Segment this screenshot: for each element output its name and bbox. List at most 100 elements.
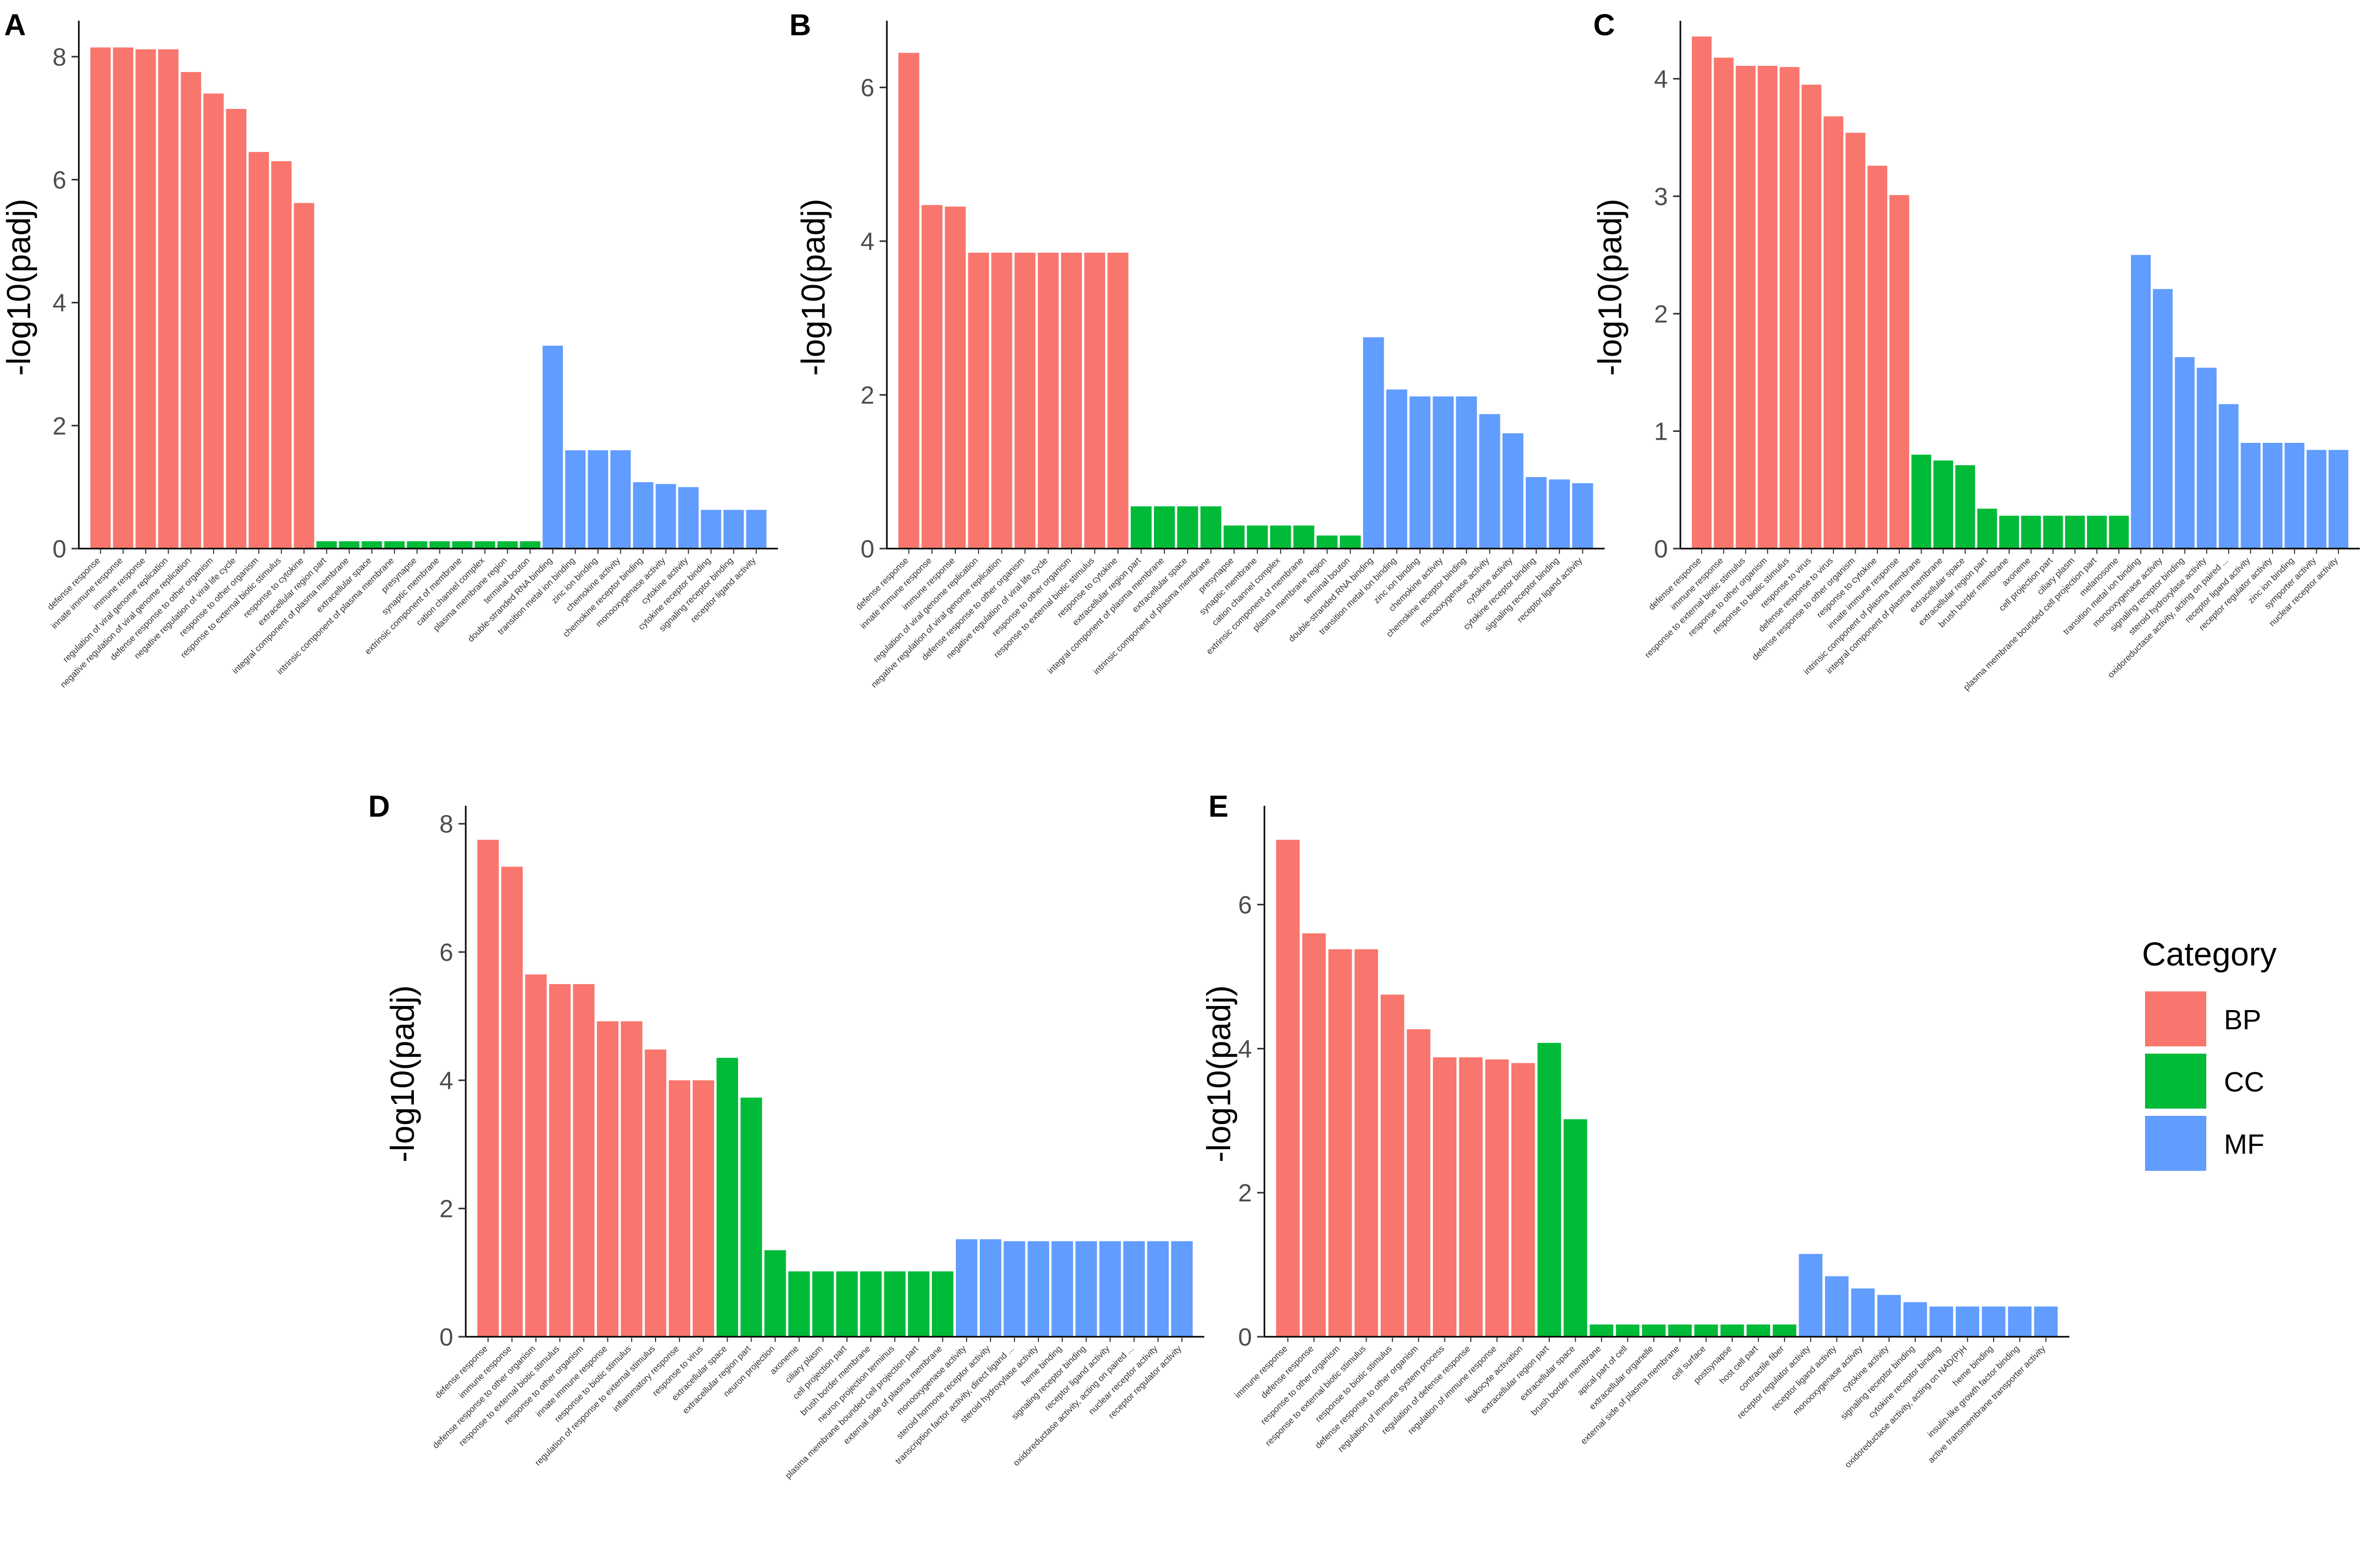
panel-e-bar-27 <box>1956 1307 1979 1337</box>
legend-label-cc: CC <box>2224 1067 2264 1098</box>
panel-e-bar-1 <box>1276 840 1300 1337</box>
panel-a-ytick-label-6: 6 <box>52 166 66 194</box>
legend-swatch-cc <box>2145 1054 2206 1109</box>
panel-c-bar-26 <box>2241 443 2261 549</box>
panel-b-bar-12 <box>1154 507 1175 549</box>
panel-c-bar-30 <box>2329 450 2348 549</box>
panel-c-ytick-label-0: 0 <box>1654 536 1668 563</box>
panel-c-ytick-label-4: 4 <box>1654 66 1668 93</box>
panel-c-bar-14 <box>1978 509 1997 549</box>
panel-b-ytick-label-0: 0 <box>860 536 874 563</box>
panel-c-bar-21 <box>2131 255 2151 549</box>
panel-d-bar-25 <box>1052 1241 1074 1337</box>
panel-e-bar-17 <box>1694 1324 1718 1337</box>
panel-d-bar-24 <box>1027 1241 1049 1337</box>
panel-e-bar-11 <box>1538 1043 1561 1337</box>
panel-b-bar-3 <box>945 206 966 549</box>
panel-c-y-title: -log10(padj) <box>1591 199 1629 376</box>
panel-e-bar-26 <box>1930 1307 1953 1337</box>
panel-e-bar-23 <box>1851 1289 1874 1337</box>
panel-b-ytick-label-2: 2 <box>860 382 874 410</box>
panel-c-bar-18 <box>2065 516 2085 549</box>
panel-c-bar-19 <box>2087 516 2107 549</box>
panel-b-bar-23 <box>1410 397 1430 549</box>
panel-e-ytick-label-2: 2 <box>1238 1180 1252 1207</box>
panel-a-bar-16 <box>429 541 450 549</box>
panel-d-bar-9 <box>669 1080 690 1337</box>
panel-b-bar-1 <box>898 53 919 549</box>
panel-d-bar-16 <box>836 1271 858 1337</box>
panel-b-bar-30 <box>1572 483 1593 549</box>
panel-b-ytick-label-6: 6 <box>860 75 874 102</box>
panel-b-bar-16 <box>1247 526 1268 549</box>
panel-e-bar-14 <box>1616 1324 1639 1337</box>
legend-title: Category <box>2142 935 2277 973</box>
panel-a-bar-7 <box>226 109 246 549</box>
panel-b-bar-2 <box>922 205 942 549</box>
panel-a-bar-13 <box>361 541 382 549</box>
panel-d-bar-20 <box>932 1271 954 1337</box>
panel-e-bar-2 <box>1302 933 1326 1337</box>
panel-e-bar-8 <box>1459 1057 1482 1337</box>
panel-b-bar-8 <box>1061 253 1082 549</box>
panel-d-ytick-label-2: 2 <box>439 1196 453 1223</box>
panel-b-bar-10 <box>1107 253 1128 549</box>
panel-b-bar-9 <box>1084 253 1105 549</box>
panel-a-bar-22 <box>565 450 586 549</box>
panel-d-bar-18 <box>884 1271 906 1337</box>
panel-b-bar-11 <box>1131 507 1151 549</box>
panel-a-bar-20 <box>520 541 540 549</box>
go-enrichment-figure: A02468-log10(padj)defense responseinnate… <box>0 0 2366 1568</box>
panel-c-bar-23 <box>2175 357 2194 549</box>
panel-e-ytick-label-4: 4 <box>1238 1035 1252 1063</box>
panel-e-bar-29 <box>2008 1307 2031 1337</box>
panel-d-bar-21 <box>956 1239 978 1337</box>
panel-e-bar-18 <box>1720 1324 1744 1337</box>
panel-b-bar-27 <box>1502 433 1523 549</box>
panel-c-letter: C <box>1593 8 1615 42</box>
panel-c-ytick-label-2: 2 <box>1654 301 1668 328</box>
panel-e-y-title: -log10(padj) <box>1200 985 1237 1163</box>
panel-a-bar-26 <box>656 484 676 549</box>
panel-a-bar-21 <box>542 346 563 549</box>
panel-d-bar-8 <box>645 1049 666 1337</box>
panel-a-y-title: -log10(padj) <box>0 199 37 376</box>
panel-a-bar-12 <box>339 541 359 549</box>
panel-a-bar-1 <box>90 48 110 549</box>
panel-e-bar-4 <box>1355 949 1378 1337</box>
panel-e-bar-19 <box>1747 1324 1770 1337</box>
panel-a-ytick-label-2: 2 <box>52 413 66 440</box>
panel-d-bar-4 <box>549 984 571 1337</box>
panel-a-letter: A <box>4 8 26 42</box>
panel-b-ytick-label-4: 4 <box>860 228 874 256</box>
panel-d-bar-14 <box>788 1271 810 1337</box>
panel-d-bar-23 <box>1004 1241 1025 1337</box>
panel-b-bar-19 <box>1317 536 1338 549</box>
panel-c-bar-29 <box>2307 450 2327 549</box>
panel-e-bar-20 <box>1773 1324 1796 1337</box>
legend-swatch-mf <box>2145 1116 2206 1171</box>
panel-c-bar-3 <box>1736 66 1756 549</box>
panel-d-bar-10 <box>693 1080 715 1337</box>
panel-c-bar-4 <box>1758 66 1777 549</box>
panel-c-ytick-label-1: 1 <box>1654 418 1668 445</box>
panel-b-bar-13 <box>1177 507 1198 549</box>
panel-c-bar-10 <box>1889 195 1909 549</box>
panel-a-bar-5 <box>181 72 201 549</box>
panel-c-bar-17 <box>2043 516 2063 549</box>
panel-d-letter: D <box>368 790 390 823</box>
panel-d-bar-29 <box>1147 1241 1169 1337</box>
panel-c-bar-25 <box>2219 404 2238 549</box>
panel-b-bar-18 <box>1293 526 1314 549</box>
panel-a-ytick-label-4: 4 <box>52 290 66 317</box>
panel-c-bar-28 <box>2285 443 2304 549</box>
legend-label-mf: MF <box>2224 1129 2264 1160</box>
panel-e-ytick-label-0: 0 <box>1238 1324 1252 1351</box>
panel-a-bar-8 <box>248 152 269 549</box>
panel-e-bar-16 <box>1668 1324 1692 1337</box>
panel-a-bar-17 <box>452 541 472 549</box>
panel-b-bar-24 <box>1433 397 1454 549</box>
